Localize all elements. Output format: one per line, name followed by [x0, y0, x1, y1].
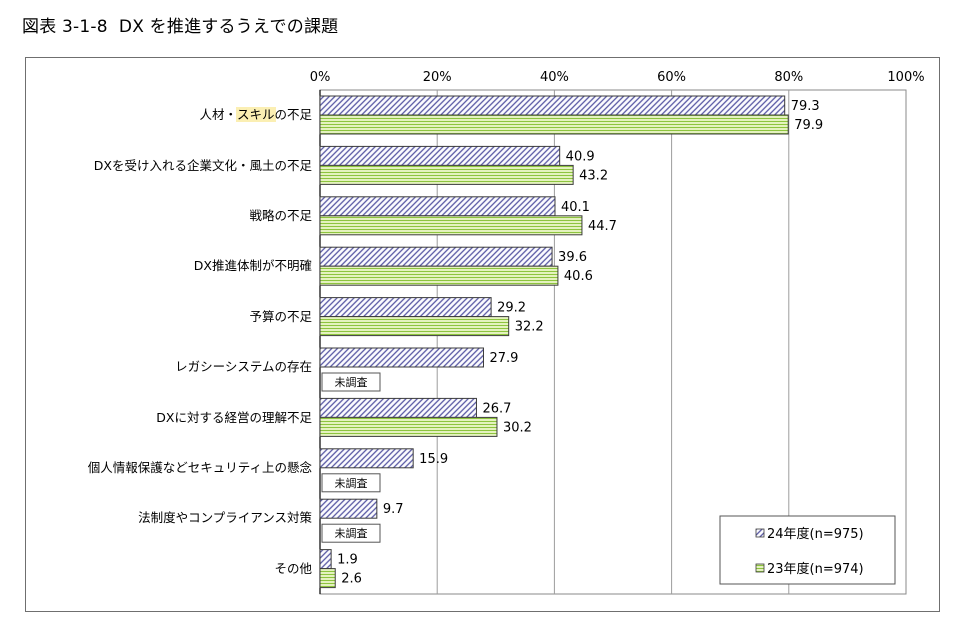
not-surveyed-box [321, 523, 381, 543]
value-label: 39.6 [558, 250, 587, 265]
value-label: 44.7 [588, 219, 617, 234]
value-label: 9.7 [383, 502, 404, 517]
data-labels: 79.3 40.9 40.1 39.6 29.2 27.9 26.7 15.9 9.7 1.9 79… [321, 99, 823, 587]
not-surveyed-box [321, 372, 381, 392]
x-tick-label: 40% [540, 70, 569, 85]
not-surveyed-label: 未調査 [335, 526, 368, 540]
bar-series-0 [319, 196, 556, 217]
bar-series-1 [319, 316, 510, 337]
chart-title: 図表 3-1-8 DX を推進するうえでの課題 [22, 17, 339, 37]
bar-series-0 [319, 397, 477, 418]
category-label: レガシーシステムの存在 [175, 359, 312, 375]
bar-series-0 [319, 498, 378, 519]
bar-series-1 [319, 265, 559, 286]
bar-series-0 [319, 347, 484, 368]
value-label: 79.3 [791, 99, 820, 114]
bar-series-1 [319, 416, 498, 437]
x-tick-label: 100% [887, 70, 924, 85]
bar-series-0 [319, 448, 414, 469]
value-label: 40.9 [566, 149, 595, 164]
category-label: 個人情報保護などセキュリティ上の懸念 [87, 460, 312, 475]
category-label: DXに対する経営の理解不足 [156, 409, 312, 425]
x-tick-label: 20% [423, 70, 452, 85]
value-label: 40.1 [561, 200, 590, 215]
legend-swatch [755, 563, 765, 573]
value-label: 27.9 [489, 351, 518, 366]
text-highlight [235, 107, 276, 123]
category-label: 予算の不足 [249, 308, 312, 324]
value-label: 79.9 [794, 118, 823, 133]
bar-series-1 [319, 215, 583, 236]
x-tick-label: 0% [310, 70, 331, 85]
legend-box [719, 515, 896, 585]
legend-label: 24年度(n=975) [767, 526, 864, 542]
bar-series-1 [319, 568, 336, 589]
value-label: 29.2 [497, 301, 526, 316]
x-tick-label: 60% [657, 70, 686, 85]
category-label: DX推進体制が不明確 [193, 258, 312, 274]
not-surveyed-box [321, 473, 381, 493]
x-tick-label: 80% [774, 70, 803, 85]
bar-series-0 [319, 145, 561, 166]
bar-series-1 [319, 164, 574, 185]
value-label: 43.2 [579, 168, 608, 183]
category-label: 戦略の不足 [249, 208, 312, 223]
legend-swatch [755, 528, 765, 538]
not-surveyed-label: 未調査 [335, 476, 368, 490]
bar-series-0 [319, 246, 553, 267]
bar-series-0 [319, 95, 786, 116]
legend: 24年度(n=975) 23年度(n=974) [719, 515, 896, 585]
bars [319, 95, 789, 589]
chart-frame [25, 57, 940, 612]
category-label: DXを受け入れる企業文化・風土の不足 [93, 157, 312, 173]
value-label: 26.7 [482, 401, 511, 416]
category-label: その他 [274, 560, 312, 576]
value-label: 30.2 [503, 420, 532, 435]
value-label: 32.2 [515, 320, 544, 335]
value-label: 40.6 [564, 269, 593, 284]
bar-series-1 [319, 114, 789, 135]
value-label: 2.6 [341, 572, 362, 587]
value-label: 1.9 [337, 553, 358, 568]
value-label: 15.9 [419, 452, 448, 467]
bar-series-0 [319, 297, 492, 318]
bar-series-0 [319, 549, 332, 570]
not-surveyed-label: 未調査 [335, 375, 368, 389]
category-label: 法制度やコンプライアンス対策 [138, 510, 312, 526]
legend-label: 23年度(n=974) [767, 561, 864, 577]
category-label: 人材・スキルの不足 [199, 107, 312, 123]
